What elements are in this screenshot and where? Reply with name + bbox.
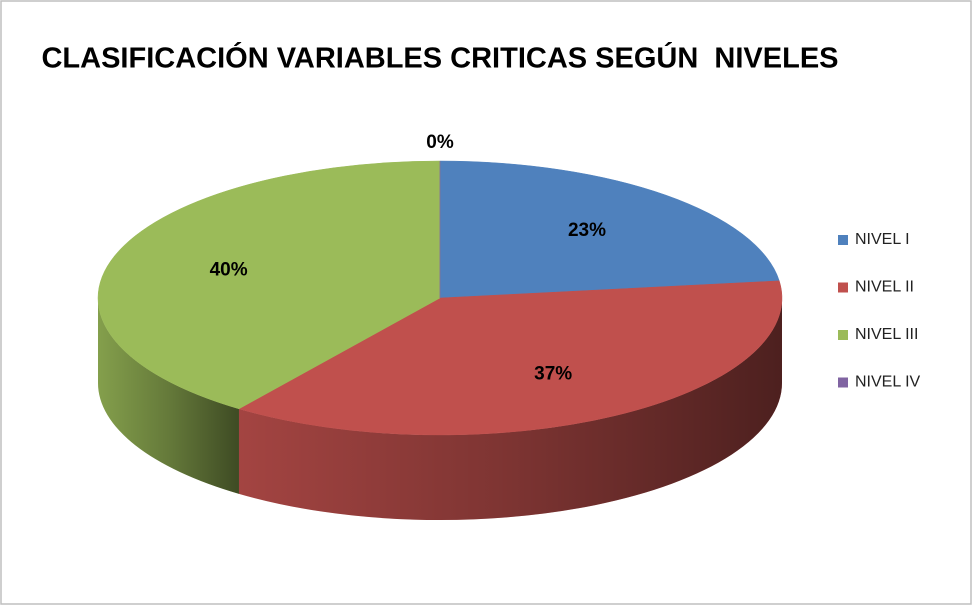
legend-swatch [838, 330, 848, 340]
data-label: 37% [534, 364, 572, 385]
legend-swatch [838, 282, 848, 293]
data-labels: 23% 37% 40% 0% [210, 132, 607, 384]
slice [97, 160, 441, 410]
slice-side-shade [98, 298, 239, 494]
data-label: 0% [426, 132, 454, 153]
slice [238, 280, 783, 436]
data-label: 23% [568, 220, 606, 241]
legend-label: NIVEL IV [855, 374, 921, 391]
slice [439, 160, 780, 299]
pie-sides [98, 298, 783, 520]
legend: NIVEL I NIVEL II NIVEL III NIVEL IV [838, 231, 921, 391]
legend-label: NIVEL I [855, 231, 910, 248]
legend-swatch [838, 377, 848, 388]
chart-title: CLASIFICACIÓN VARIABLES CRITICAS SEGÚN N… [41, 41, 838, 75]
pie-tops [97, 160, 783, 436]
legend-label: NIVEL III [855, 326, 918, 343]
slice-side-shade [238, 298, 783, 520]
legend-label: NIVEL II [855, 279, 914, 296]
legend-swatch [838, 235, 848, 245]
data-label: 40% [210, 259, 248, 280]
